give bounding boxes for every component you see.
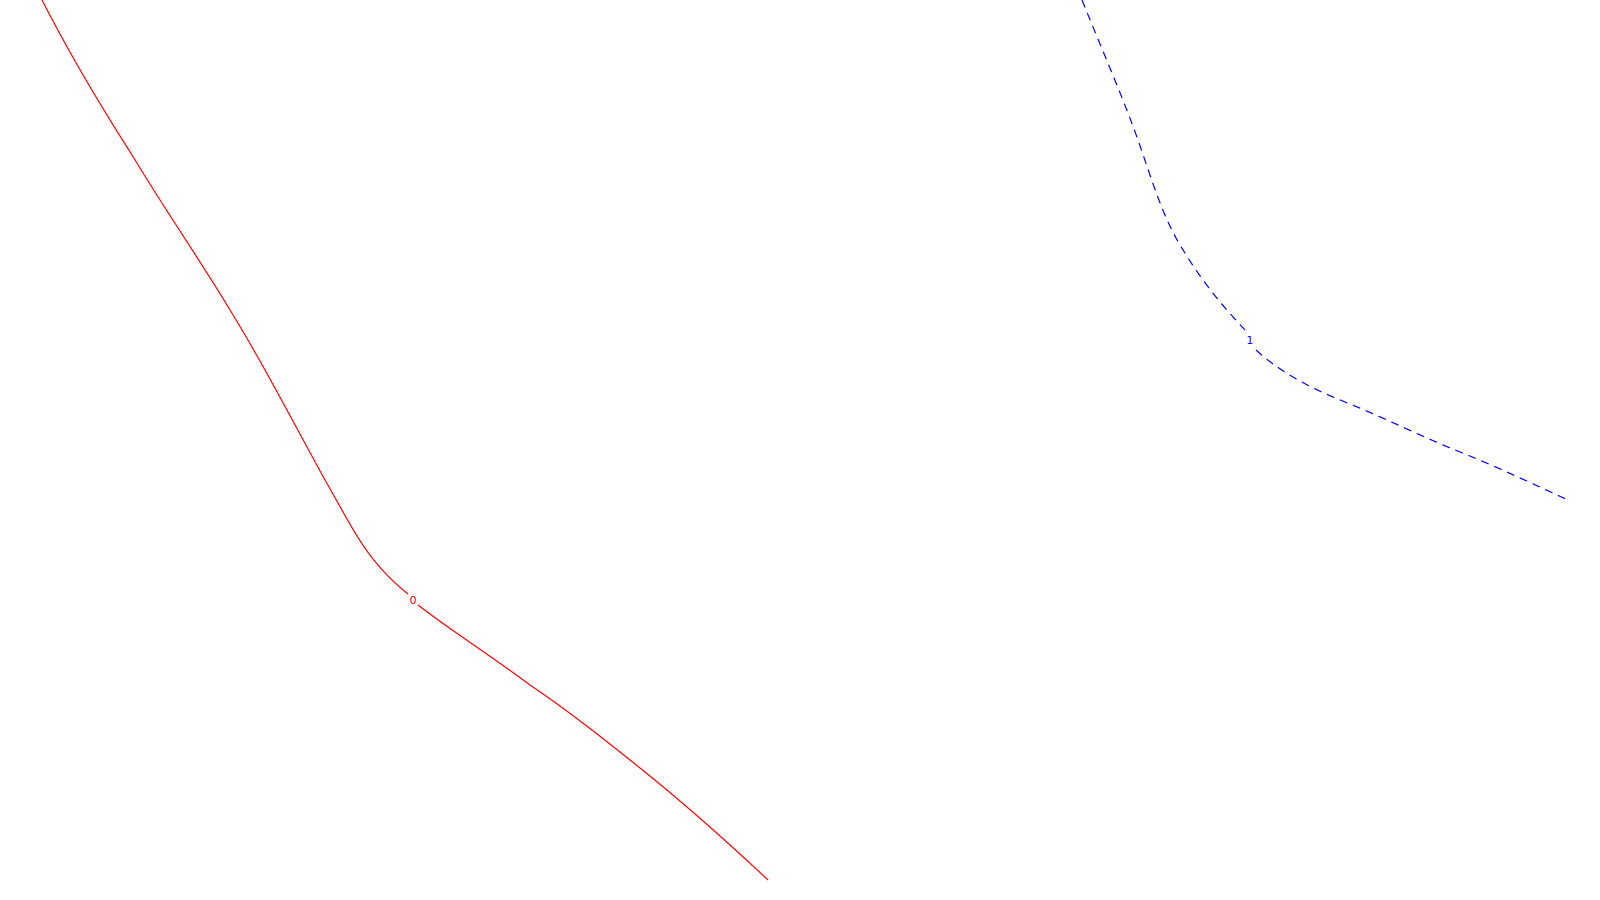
curve-0-group: 0 xyxy=(41,0,769,881)
curve-1-line xyxy=(1081,0,1246,331)
curve-0-line xyxy=(41,0,409,595)
curve-0-line xyxy=(417,604,769,881)
curve-1-label: 1 xyxy=(1247,334,1254,347)
curve-1-line xyxy=(1255,349,1569,501)
curve-0-label: 0 xyxy=(410,594,417,607)
curve-1-group: 1 xyxy=(1081,0,1569,501)
